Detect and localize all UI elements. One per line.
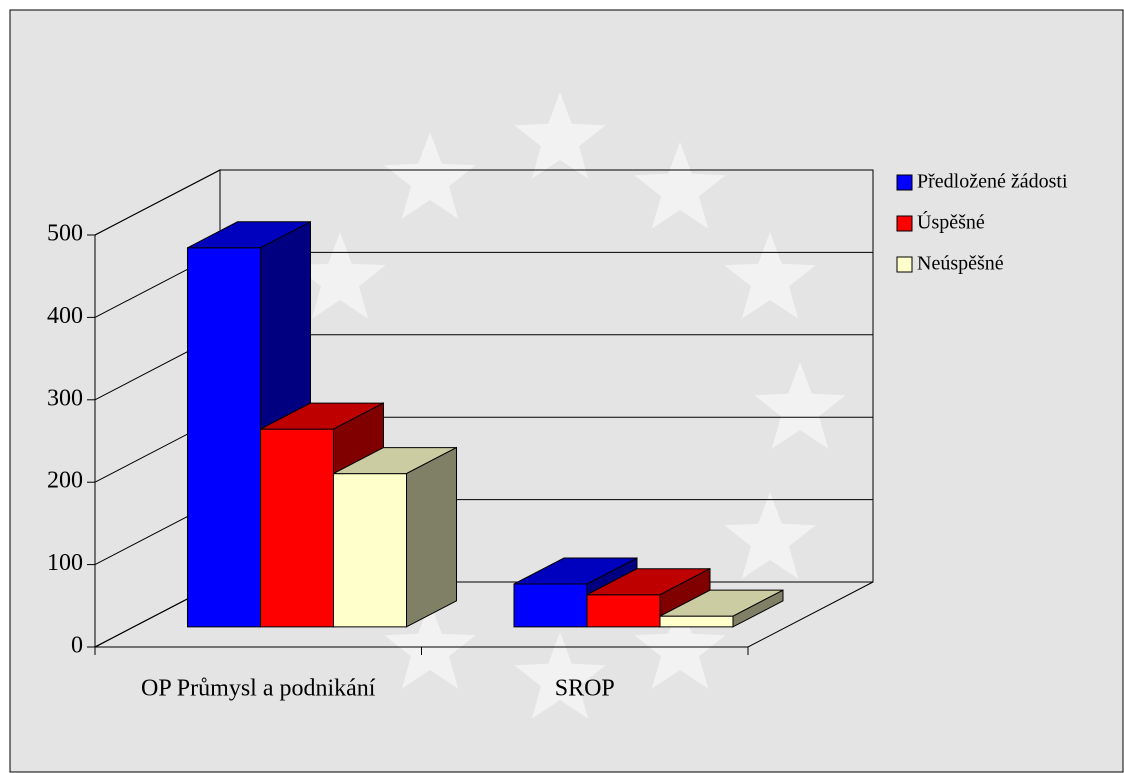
grid-line xyxy=(94,169,873,236)
star xyxy=(294,232,386,319)
bar-side xyxy=(732,589,784,628)
bar xyxy=(659,589,784,628)
legend-label: Neúspěšné xyxy=(917,253,1004,275)
bar xyxy=(333,446,458,628)
y-tick-label: 100 xyxy=(47,550,83,576)
legend-label: Úspěšné xyxy=(917,210,985,234)
bar-front xyxy=(659,615,734,628)
star xyxy=(384,132,476,219)
star xyxy=(384,602,476,689)
y-tick-label: 0 xyxy=(71,633,83,659)
x-tick-label: OP Průmysl a podnikání xyxy=(141,676,376,702)
bar-front xyxy=(259,428,335,628)
bar-front xyxy=(586,594,661,628)
star xyxy=(634,602,726,689)
star xyxy=(514,92,606,179)
y-tick-label: 200 xyxy=(47,468,83,494)
background-stars xyxy=(294,92,846,719)
y-tick-label: 500 xyxy=(47,221,83,247)
y-tick-label: 400 xyxy=(47,303,83,329)
star xyxy=(754,362,846,449)
bar-side xyxy=(406,446,458,628)
bar-front xyxy=(186,247,261,628)
bar-front xyxy=(333,473,408,628)
legend-swatch xyxy=(896,174,913,191)
bar-front xyxy=(513,583,588,628)
star xyxy=(724,492,816,579)
y-tick-label: 300 xyxy=(47,385,83,411)
star xyxy=(724,232,816,319)
star xyxy=(634,142,726,229)
legend-swatch xyxy=(896,256,913,273)
legend-label: Předložené žádosti xyxy=(917,171,1068,193)
x-tick-label: SROP xyxy=(555,676,615,702)
star xyxy=(514,632,606,719)
legend-swatch xyxy=(896,215,913,232)
